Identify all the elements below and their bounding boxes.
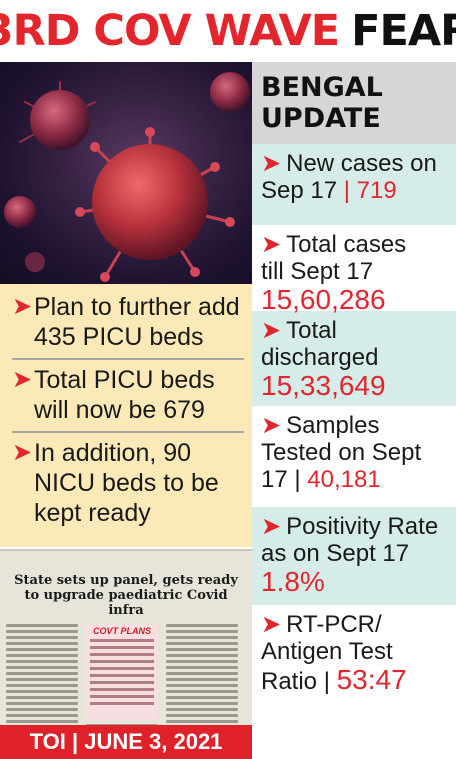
headline-main: 3RD COV WAVE [0,6,340,56]
clipping-headline: State sets up panel, gets ready to upgra… [14,573,238,618]
stat-new-cases: ➤ New cases on Sep 17 | 719 [252,144,456,225]
chevron-right-icon: ➤ [261,412,282,439]
chevron-right-icon: ➤ [261,317,282,344]
chevron-right-icon: ➤ [12,293,33,320]
chevron-right-icon: ➤ [261,611,282,638]
source-footer: TOI | JUNE 3, 2021 [0,725,252,759]
stat-positivity-rate: ➤ Positivity Rate as on Sept 17 1.8% [252,507,456,605]
bullet-nicu: ➤ In addition, 90 NICU beds to be kept r… [12,439,219,527]
page-headline: 3RD COV WAVE FEAR [0,0,456,62]
beds-panel: ➤ Plan to further add 435 PICU beds ➤ To… [0,284,252,547]
chevron-right-icon: ➤ [261,513,282,540]
clipping-column [6,624,78,732]
chevron-right-icon: ➤ [12,439,33,466]
clipping-column [166,624,238,732]
headline-fear: FEAR [351,6,456,56]
chevron-right-icon: ➤ [12,366,33,393]
chevron-right-icon: ➤ [261,231,282,258]
divider [12,358,244,360]
coronavirus-illustration [0,62,252,284]
bullet-picu-total: ➤ Total PICU beds will now be 679 [12,366,215,424]
divider [12,431,244,433]
stat-total-discharged: ➤ Total discharged 15,33,649 [252,311,456,406]
stat-total-cases: ➤ Total cases till Sept 17 15,60,286 [252,225,456,315]
clipping-box-title: COVT PLANS [92,626,151,636]
clipping-box: COVT PLANS [86,624,158,720]
bullet-picu-add: ➤ Plan to further add 435 PICU beds [12,293,240,351]
stat-samples-tested: ➤ Samples Tested on Sept 17 | 40,181 [252,406,456,507]
virus-icon [4,72,250,282]
bengal-update-column: BENGAL UPDATE ➤ New cases on Sep 17 | 719… [252,62,456,759]
bengal-update-title: BENGAL UPDATE [252,62,456,144]
newspaper-clipping: State sets up panel, gets ready to upgra… [0,549,252,739]
stat-test-ratio: ➤ RT-PCR/ Antigen Test Ratio | 53:47 [252,605,456,759]
chevron-right-icon: ➤ [261,150,282,177]
